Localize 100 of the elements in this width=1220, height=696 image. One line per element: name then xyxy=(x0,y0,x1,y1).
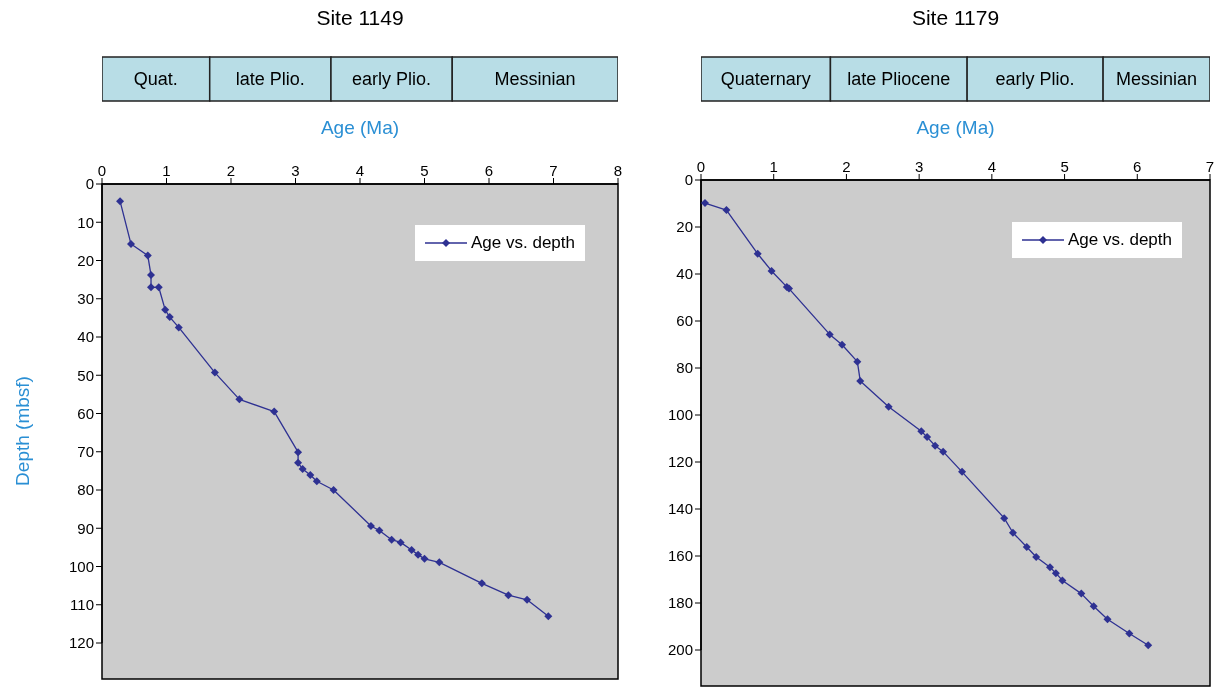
y-tick-label: 40 xyxy=(676,265,693,283)
point xyxy=(767,266,776,275)
point xyxy=(1125,629,1134,638)
point xyxy=(414,550,423,559)
point xyxy=(174,323,183,332)
point xyxy=(1077,589,1086,598)
point xyxy=(147,271,156,280)
point xyxy=(143,251,152,260)
point xyxy=(523,595,532,604)
point xyxy=(294,448,303,457)
y-tick-label: 70 xyxy=(77,443,94,461)
chart-title: Site 1179 xyxy=(910,6,1001,30)
y-tick-label: 120 xyxy=(667,453,693,471)
point xyxy=(939,447,948,456)
point xyxy=(306,471,315,480)
y-tick-label: 80 xyxy=(77,481,94,499)
point xyxy=(154,283,163,292)
point xyxy=(917,427,926,436)
data-label: late Plio. xyxy=(235,69,305,89)
x-tick-label: 1 xyxy=(769,158,778,175)
point xyxy=(161,305,170,314)
point xyxy=(298,464,307,473)
y-tick-label: 100 xyxy=(667,406,693,424)
y-tick-label: 140 xyxy=(667,500,693,518)
y-tick-label: 110 xyxy=(70,596,94,614)
point xyxy=(366,521,375,530)
point xyxy=(544,612,553,621)
legend-label: Age vs. depth xyxy=(471,233,575,253)
data-label: early Plio. xyxy=(995,69,1075,89)
point xyxy=(504,591,513,600)
x-axis-title: Age (Ma) xyxy=(319,117,401,139)
y-tick-label: 100 xyxy=(68,557,94,575)
point xyxy=(753,249,762,258)
y-tick-label: 20 xyxy=(77,251,94,269)
point xyxy=(435,558,444,567)
point xyxy=(396,538,405,547)
x-tick-label: 2 xyxy=(226,162,236,179)
point xyxy=(165,313,174,322)
y-tick-label: 120 xyxy=(68,634,94,652)
point xyxy=(838,340,847,349)
x-tick-label: 6 xyxy=(484,162,494,179)
x-tick-label: 5 xyxy=(1060,158,1069,175)
point xyxy=(884,402,893,411)
point xyxy=(1008,528,1017,537)
x-tick-label: 5 xyxy=(420,162,429,179)
point xyxy=(407,546,416,555)
x-tick-label: 6 xyxy=(1133,158,1142,175)
point xyxy=(1058,576,1067,585)
point xyxy=(1051,569,1060,578)
point xyxy=(825,330,834,339)
data-label: Messinian xyxy=(494,69,576,89)
y-tick-label: 50 xyxy=(77,366,94,384)
y-tick-label: 60 xyxy=(676,312,693,330)
y-tick-label: 20 xyxy=(676,218,693,236)
point xyxy=(1089,602,1098,611)
point xyxy=(420,554,429,563)
point xyxy=(958,467,967,476)
x-tick-label: 3 xyxy=(291,162,300,179)
x-tick-label: 2 xyxy=(842,158,851,175)
x-tick-label: 4 xyxy=(987,158,997,175)
x-tick-label: 7 xyxy=(1205,158,1215,175)
point xyxy=(1032,552,1041,561)
x-tick-label: 8 xyxy=(613,162,623,179)
point xyxy=(1046,563,1055,572)
y-tick-label: 160 xyxy=(667,547,693,565)
y-tick-label: 60 xyxy=(77,404,94,422)
point xyxy=(127,240,136,249)
x-tick-label: 0 xyxy=(97,162,107,179)
data-label: Quaternary xyxy=(720,69,811,89)
point xyxy=(722,206,731,215)
legend-label: Age vs. depth xyxy=(1068,230,1172,250)
point xyxy=(147,283,156,292)
x-tick-label: 1 xyxy=(162,162,171,179)
point xyxy=(329,486,338,494)
point xyxy=(856,376,865,385)
point xyxy=(701,199,709,208)
point xyxy=(1000,514,1009,523)
point xyxy=(312,477,321,486)
chart-title: Site 1149 xyxy=(315,6,405,30)
y-tick-label: 40 xyxy=(77,328,94,346)
point xyxy=(116,197,125,206)
y-tick-label: 80 xyxy=(676,359,693,377)
point xyxy=(270,407,279,416)
point xyxy=(1022,543,1031,552)
x-tick-label: 3 xyxy=(914,158,924,175)
point xyxy=(853,357,862,366)
y-tick-label: 0 xyxy=(85,175,94,193)
x-tick-label: 0 xyxy=(696,158,706,175)
point xyxy=(375,526,384,535)
x-tick-label: 7 xyxy=(549,162,558,179)
y-tick-label: 180 xyxy=(667,594,693,612)
x-axis-title: Age (Ma) xyxy=(915,117,996,139)
point xyxy=(477,579,486,588)
data-label: early Plio. xyxy=(352,69,432,89)
point xyxy=(923,433,932,442)
y-tick-label: 200 xyxy=(667,641,693,659)
point xyxy=(235,395,244,404)
point xyxy=(1103,615,1112,624)
point xyxy=(387,535,396,544)
y-tick-label: 90 xyxy=(77,519,94,537)
